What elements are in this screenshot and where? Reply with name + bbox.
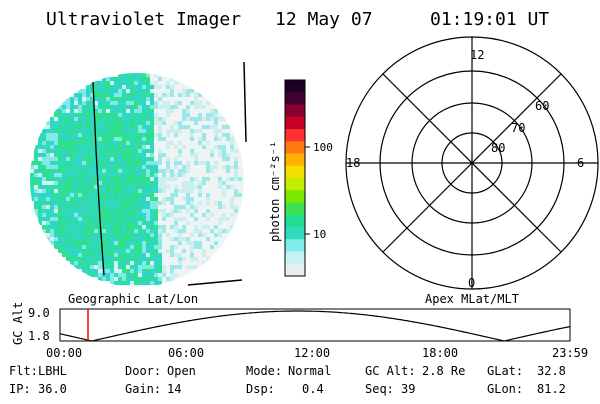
x-tick-2359: 23:59 [552,346,588,360]
color-bar-swatch [285,92,305,106]
info-row-1: Flt: LBHL Door: Open Mode: Normal GC Alt… [9,364,566,378]
color-bar-swatch [285,129,305,142]
color-bar-swatch [285,190,305,204]
color-bar-swatch [285,104,305,118]
color-bar-tick-10: 10 [313,228,326,241]
lat-label-60: 60 [535,99,549,113]
color-bar-swatch [285,202,305,216]
mode-label: Mode: [246,364,282,378]
info-row-2: IP: 36.0 Gain: 14 Dsp: 0.4 Seq: 39 GLon:… [9,382,566,396]
color-bar-swatches [285,80,305,277]
color-bar-tick-100: 100 [313,141,333,154]
terminator-line [92,81,105,276]
instrument-title: Ultraviolet Imager [46,9,241,30]
altitude-ylabel: GC Alt [11,302,25,345]
altitude-ytick-low: 1.8 [28,329,50,343]
gain-value: 14 [167,382,181,396]
seq-value: 39 [401,382,415,396]
lat-label-80: 80 [491,141,505,155]
glon-value: 81.2 [537,382,566,396]
geographic-label: Geographic Lat/Lon [68,292,198,306]
door-label: Door: [125,364,161,378]
x-tick-1200: 12:00 [294,346,330,360]
glat-label: GLat: [487,364,523,378]
uv-emission-pixels [30,73,242,285]
glon-label: GLon: [487,382,523,396]
date-label: 12 May 07 [275,9,373,30]
seq-label: Seq: [365,382,394,396]
dsp-value: 0.4 [302,382,324,396]
x-tick-1800: 18:00 [422,346,458,360]
color-bar-swatch [285,116,305,130]
gc-alt-label: GC Alt: [365,364,416,378]
frame-edge-bottom [187,279,243,286]
time-label: 01:19:01 UT [430,9,549,30]
mlt-label-12: 12 [470,48,484,62]
mlt-label-6: 6 [577,156,584,170]
altitude-ytick-high: 9.0 [28,306,50,320]
mode-value: Normal [288,364,331,378]
ip-label: IP: [9,382,31,396]
color-bar-swatch [285,80,305,93]
apex-label: Apex MLat/MLT [425,292,519,306]
uv-image-disk [30,73,244,287]
polar-grid [345,36,599,290]
altitude-plot: GC Alt 9.0 1.8 00:00 06:00 12:00 18:00 2… [11,302,588,360]
x-tick-0600: 06:00 [168,346,204,360]
color-bar-swatch [285,239,305,253]
glat-value: 32.8 [537,364,566,378]
color-bar-swatch [285,141,305,155]
gc-alt-value: 2.8 Re [422,364,465,378]
filter-value: LBHL [38,364,67,378]
color-bar-swatch [285,263,305,277]
color-bar: 100 10 photon cm⁻²s⁻¹ [268,79,333,277]
x-tick-0000: 00:00 [46,346,82,360]
color-bar-swatch [285,251,305,265]
altitude-curve [59,310,571,342]
color-bar-swatch [285,178,305,191]
ip-value: 36.0 [38,382,67,396]
color-bar-swatch [285,165,305,179]
color-bar-swatch [285,153,305,167]
mlt-label-18: 18 [346,156,360,170]
filter-label: Flt: [9,364,38,378]
color-bar-unit-label: photon cm⁻²s⁻¹ [268,141,282,242]
gain-label: Gain: [125,382,161,396]
color-bar-swatch [285,214,305,228]
lat-label-70: 70 [511,121,525,135]
dsp-label: Dsp: [246,382,275,396]
mlt-label-0: 0 [468,276,475,290]
color-bar-swatch [285,227,305,240]
frame-edge-top [243,61,247,143]
door-value: Open [167,364,196,378]
